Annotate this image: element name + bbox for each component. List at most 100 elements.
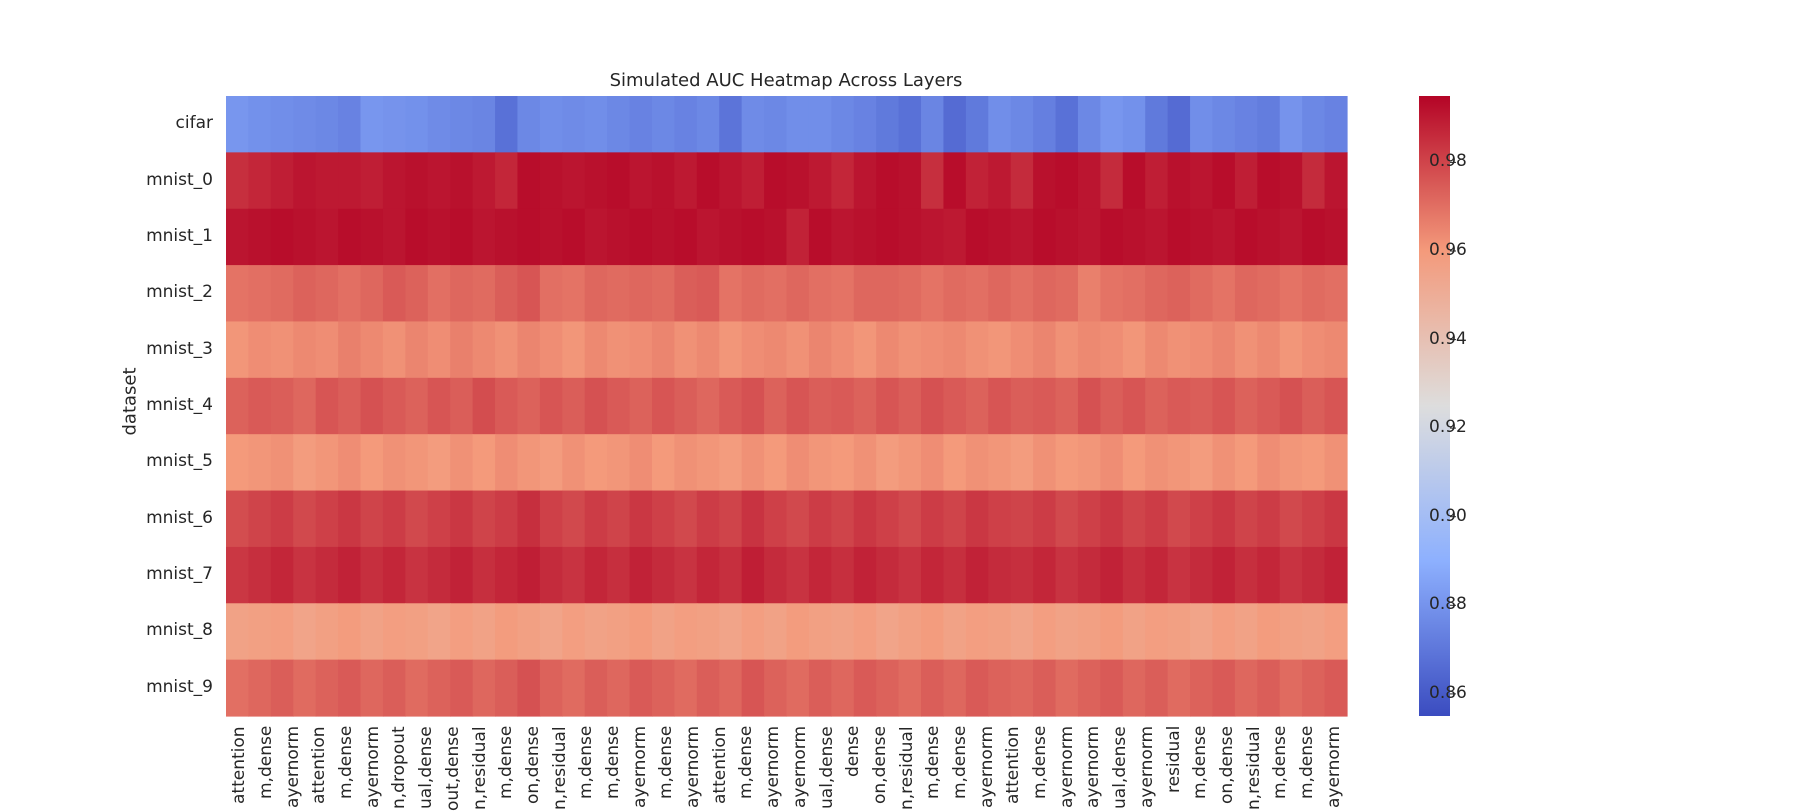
heatmap-cell <box>248 96 272 153</box>
heatmap-cell <box>943 321 967 379</box>
heatmap-cell <box>1077 265 1101 323</box>
heatmap-cell <box>1190 546 1214 604</box>
column-label: n,residual <box>896 726 917 810</box>
heatmap-cell <box>1324 96 1348 153</box>
heatmap-cell <box>719 208 743 266</box>
heatmap-cell <box>808 603 832 661</box>
heatmap-cell <box>1055 152 1079 210</box>
heatmap-cell <box>831 208 855 266</box>
heatmap-cell <box>338 377 362 435</box>
heatmap-cell <box>495 659 519 717</box>
heatmap-cell <box>965 659 989 717</box>
column-label: m,dense <box>336 725 357 799</box>
heatmap-cell <box>651 208 675 266</box>
heatmap-cell <box>629 208 653 266</box>
heatmap-cell <box>1167 659 1191 717</box>
row-label: mnist_0 <box>146 169 213 190</box>
heatmap-cell <box>382 659 406 717</box>
heatmap-cell <box>472 434 496 492</box>
heatmap-cell <box>1033 152 1057 210</box>
heatmap-cell <box>270 603 294 661</box>
heatmap-cell <box>562 208 586 266</box>
heatmap-cell <box>808 434 832 492</box>
heatmap-cell <box>1234 490 1258 548</box>
heatmap-cell <box>450 603 474 661</box>
heatmap-cell <box>786 152 810 210</box>
heatmap-cell <box>988 96 1012 153</box>
heatmap-cell <box>248 321 272 379</box>
column-label: m,dense <box>656 725 677 799</box>
heatmap-cell <box>607 490 631 548</box>
heatmap-cell <box>741 265 765 323</box>
heatmap-cell <box>965 434 989 492</box>
heatmap-cell <box>741 434 765 492</box>
heatmap-cell <box>1145 265 1169 323</box>
colorbar <box>1419 96 1450 716</box>
heatmap-cell <box>876 490 900 548</box>
heatmap-cell <box>1167 546 1191 604</box>
heatmap-cell <box>338 546 362 604</box>
heatmap-cell <box>764 265 788 323</box>
heatmap-cell <box>584 321 608 379</box>
heatmap-cell <box>696 603 720 661</box>
column-label: on,dense <box>869 726 890 804</box>
heatmap-cell <box>1302 603 1326 661</box>
heatmap-cell <box>539 490 563 548</box>
heatmap-cell <box>382 96 406 153</box>
column-label: ual,dense <box>816 726 837 809</box>
heatmap-cell <box>786 603 810 661</box>
heatmap-cell <box>1167 96 1191 153</box>
heatmap-cell <box>943 603 967 661</box>
heatmap-cell <box>1055 434 1079 492</box>
column-label: ayernorm <box>683 725 704 808</box>
heatmap-cell <box>495 96 519 153</box>
heatmap-cell <box>1055 546 1079 604</box>
heatmap-cell <box>1257 659 1281 717</box>
heatmap-cell <box>248 659 272 717</box>
heatmap-cell <box>786 434 810 492</box>
heatmap-cell <box>539 603 563 661</box>
heatmap-cell <box>1324 546 1348 604</box>
heatmap-cell <box>405 546 429 604</box>
row-label: mnist_4 <box>146 395 213 415</box>
heatmap-cell <box>943 377 967 435</box>
heatmap-cell <box>472 377 496 435</box>
heatmap-cell <box>427 152 451 210</box>
heatmap-cell <box>1190 490 1214 548</box>
heatmap-cell <box>1279 434 1303 492</box>
heatmap-cell <box>539 377 563 435</box>
heatmap-cell <box>1302 208 1326 266</box>
heatmap-cell <box>1167 603 1191 661</box>
heatmap-cell <box>226 546 250 604</box>
heatmap-cell <box>629 603 653 661</box>
heatmap-cell <box>226 377 250 435</box>
colorbar-tick-label: 0.88 <box>1429 594 1467 615</box>
heatmap-cell <box>539 546 563 604</box>
heatmap-cell <box>427 490 451 548</box>
heatmap-cell <box>719 546 743 604</box>
heatmap-cell <box>270 321 294 379</box>
heatmap-cell <box>293 208 317 266</box>
colorbar-tick-label: 0.96 <box>1429 240 1467 260</box>
heatmap-cell <box>1167 208 1191 266</box>
heatmap-cell <box>562 265 586 323</box>
heatmap-cell <box>405 659 429 717</box>
heatmap-cell <box>1010 490 1034 548</box>
heatmap-cell <box>741 546 765 604</box>
heatmap-cell <box>315 96 339 153</box>
heatmap-cell <box>450 265 474 323</box>
heatmap-cell <box>495 152 519 210</box>
heatmap-cell <box>898 546 922 604</box>
heatmap-cell <box>1279 603 1303 661</box>
heatmap-cell <box>1122 377 1146 435</box>
heatmap-cell <box>226 603 250 661</box>
heatmap-cell <box>427 321 451 379</box>
heatmap-cell <box>1033 321 1057 379</box>
heatmap-cell <box>270 96 294 153</box>
heatmap-cell <box>674 490 698 548</box>
colorbar-tick-label: 0.92 <box>1429 417 1467 438</box>
heatmap-cell <box>943 152 967 210</box>
heatmap-cell <box>898 96 922 153</box>
column-label: m,dense <box>949 725 970 799</box>
heatmap-cell <box>943 659 967 717</box>
